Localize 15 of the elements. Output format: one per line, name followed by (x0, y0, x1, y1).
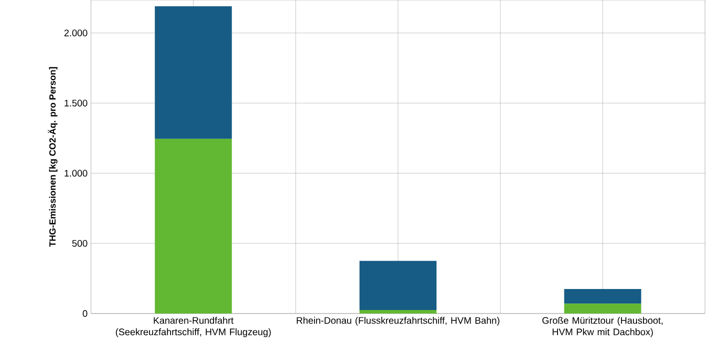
bar (154, 138, 232, 314)
bar (154, 6, 232, 139)
bar (360, 260, 437, 310)
x-tick-label: Kanaren-Rundfahrt (Seekreuzfahrtschiff, HVM Flugzeug) (116, 316, 271, 338)
y-tick-label: 0 (82, 310, 88, 317)
bar (564, 304, 642, 314)
y-tick-label: 1.000 (64, 170, 88, 177)
y-tick-label: 2.000 (64, 30, 88, 36)
y-tick-label: 500 (72, 240, 88, 247)
y-axis-title: THG-Emissionen [kg CO2-Äq. pro Person] (48, 67, 58, 247)
y-tick-label: 1.500 (64, 100, 88, 106)
bar (360, 310, 437, 314)
x-tick-label: Rhein-Donau (Flusskreuzfahrtschiff, HVM Bahn) (296, 316, 500, 326)
bar (564, 288, 642, 304)
x-tick-label: Große Müritztour (Hausboot, HVM Pkw mit Dachbox) (542, 316, 663, 338)
